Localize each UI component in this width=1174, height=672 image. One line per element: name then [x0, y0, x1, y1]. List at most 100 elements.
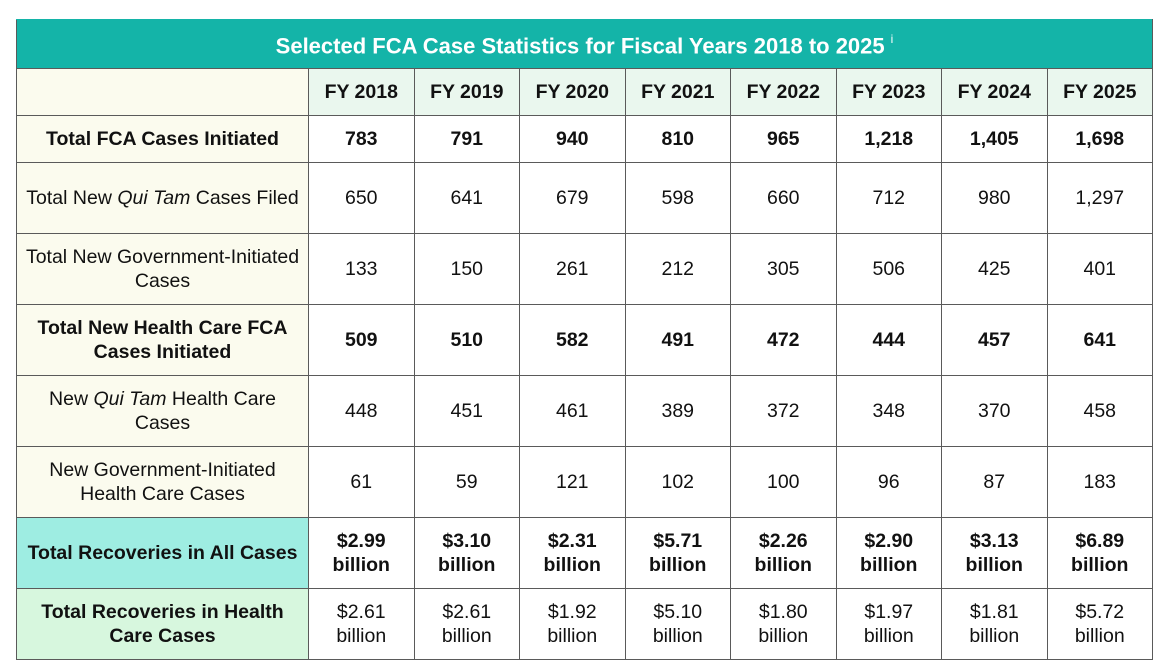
- data-cell: 660: [730, 162, 837, 234]
- data-cell: $1.97 billion: [835, 588, 942, 660]
- cell-unit: billion: [1071, 554, 1129, 576]
- column-header: FY 2020: [519, 68, 626, 116]
- row-label-text: Total Recoveries in Health Care Cases: [41, 601, 284, 647]
- data-cell: 444: [835, 304, 942, 376]
- data-cell: 348: [835, 375, 942, 447]
- cell-unit: billion: [332, 554, 390, 576]
- data-cell: $5.10 billion: [624, 588, 731, 660]
- data-cell: 712: [835, 162, 942, 234]
- data-cell: $2.90 billion: [835, 517, 942, 589]
- data-cell: $5.72 billion: [1046, 588, 1153, 660]
- table-title-cell: Selected FCA Case Statistics for Fiscal …: [16, 19, 1153, 69]
- data-cell: 650: [308, 162, 415, 234]
- data-cell: 461: [519, 375, 626, 447]
- cell-unit: billion: [336, 625, 387, 647]
- fca-statistics-table: Selected FCA Case Statistics for Fiscal …: [16, 19, 1153, 660]
- cell-amount: $2.31: [547, 530, 597, 552]
- column-header: FY 2024: [941, 68, 1048, 116]
- data-cell: 810: [624, 115, 731, 163]
- data-cell: $3.10 billion: [413, 517, 520, 589]
- data-cell: 425: [941, 233, 1048, 305]
- data-cell: 183: [1046, 446, 1153, 518]
- data-cell: 582: [519, 304, 626, 376]
- cell-amount: $2.61: [336, 601, 386, 623]
- data-cell: 59: [413, 446, 520, 518]
- row-label-text: Total New Government-Initiated Cases: [25, 246, 300, 292]
- data-cell: 100: [730, 446, 837, 518]
- data-cell: 451: [413, 375, 520, 447]
- data-cell: 510: [413, 304, 520, 376]
- cell-unit: billion: [649, 554, 707, 576]
- cell-unit: billion: [543, 554, 601, 576]
- data-cell: 212: [624, 233, 731, 305]
- data-cell: 96: [835, 446, 942, 518]
- table-row: Total Recoveries in Health Care Cases $2.…: [16, 588, 1153, 660]
- data-cell: 1,698: [1046, 115, 1153, 163]
- row-label: New Government-Initiated Health Care Cas…: [16, 446, 309, 518]
- column-header: FY 2018: [308, 68, 415, 116]
- header-row: FY 2018 FY 2019 FY 2020 FY 2021 FY 2022 …: [16, 68, 1153, 116]
- row-label-text: New: [49, 388, 94, 410]
- cell-unit: billion: [965, 554, 1023, 576]
- row-label: Total New Health Care FCA Cases Initiate…: [16, 304, 309, 376]
- cell-unit: billion: [754, 554, 812, 576]
- data-cell: $2.61 billion: [308, 588, 415, 660]
- data-cell: 61: [308, 446, 415, 518]
- cell-amount: $1.80: [758, 601, 808, 623]
- data-cell: 150: [413, 233, 520, 305]
- data-cell: $2.99 billion: [308, 517, 415, 589]
- data-cell: 102: [624, 446, 731, 518]
- cell-amount: $3.13: [969, 530, 1019, 552]
- row-label: Total FCA Cases Initiated: [16, 115, 309, 163]
- data-cell: $3.13 billion: [941, 517, 1048, 589]
- data-cell: 305: [730, 233, 837, 305]
- column-header: FY 2025: [1046, 68, 1153, 116]
- data-cell: 458: [1046, 375, 1153, 447]
- data-cell: 491: [624, 304, 731, 376]
- cell-amount: $5.71: [653, 530, 703, 552]
- fca-statistics-table-container: Selected FCA Case Statistics for Fiscal …: [16, 19, 1153, 660]
- cell-unit: billion: [441, 625, 492, 647]
- data-cell: 401: [1046, 233, 1153, 305]
- row-label-text: New Government-Initiated Health Care Cas…: [49, 459, 276, 505]
- cell-unit: billion: [1074, 625, 1125, 647]
- data-cell: 1,297: [1046, 162, 1153, 234]
- column-header: FY 2022: [730, 68, 837, 116]
- data-cell: 121: [519, 446, 626, 518]
- data-cell: 87: [941, 446, 1048, 518]
- data-cell: $2.61 billion: [413, 588, 520, 660]
- data-cell: $1.80 billion: [730, 588, 837, 660]
- data-cell: 506: [835, 233, 942, 305]
- title-row: Selected FCA Case Statistics for Fiscal …: [16, 19, 1153, 69]
- cell-amount: $2.26: [758, 530, 808, 552]
- table-row: Total New Health Care FCA Cases Initiate…: [16, 304, 1153, 376]
- data-cell: 261: [519, 233, 626, 305]
- row-label: Total New Government-Initiated Cases: [16, 233, 309, 305]
- data-cell: 133: [308, 233, 415, 305]
- cell-unit: billion: [547, 625, 598, 647]
- data-cell: 448: [308, 375, 415, 447]
- table-row: Total FCA Cases Initiated 783 791 940 810 965…: [16, 115, 1153, 163]
- data-cell: 679: [519, 162, 626, 234]
- data-cell: 940: [519, 115, 626, 163]
- data-cell: $1.92 billion: [519, 588, 626, 660]
- cell-unit: billion: [863, 625, 914, 647]
- cell-unit: billion: [969, 625, 1020, 647]
- row-label-text: Total New Health Care FCA Cases Initiate…: [37, 317, 288, 363]
- column-header: FY 2023: [835, 68, 942, 116]
- cell-amount: $1.92: [547, 601, 597, 623]
- data-cell: 457: [941, 304, 1048, 376]
- table-row: New Government-Initiated Health Care Cas…: [16, 446, 1153, 518]
- row-label-text: Total FCA Cases Initiated: [46, 128, 279, 150]
- row-label-text-end: Cases Filed: [190, 187, 299, 209]
- cell-amount: $1.81: [969, 601, 1019, 623]
- row-label: Total Recoveries in All Cases: [16, 517, 309, 589]
- data-cell: $6.89 billion: [1046, 517, 1153, 589]
- cell-amount: $3.10: [442, 530, 492, 552]
- data-cell: 389: [624, 375, 731, 447]
- cell-amount: $5.72: [1075, 601, 1125, 623]
- cell-amount: $6.89: [1075, 530, 1125, 552]
- row-label-italic: Qui Tam: [117, 187, 191, 209]
- table-body: Total FCA Cases Initiated 783 791 940 810 965…: [16, 115, 1153, 660]
- row-label-text: Total New: [26, 187, 118, 209]
